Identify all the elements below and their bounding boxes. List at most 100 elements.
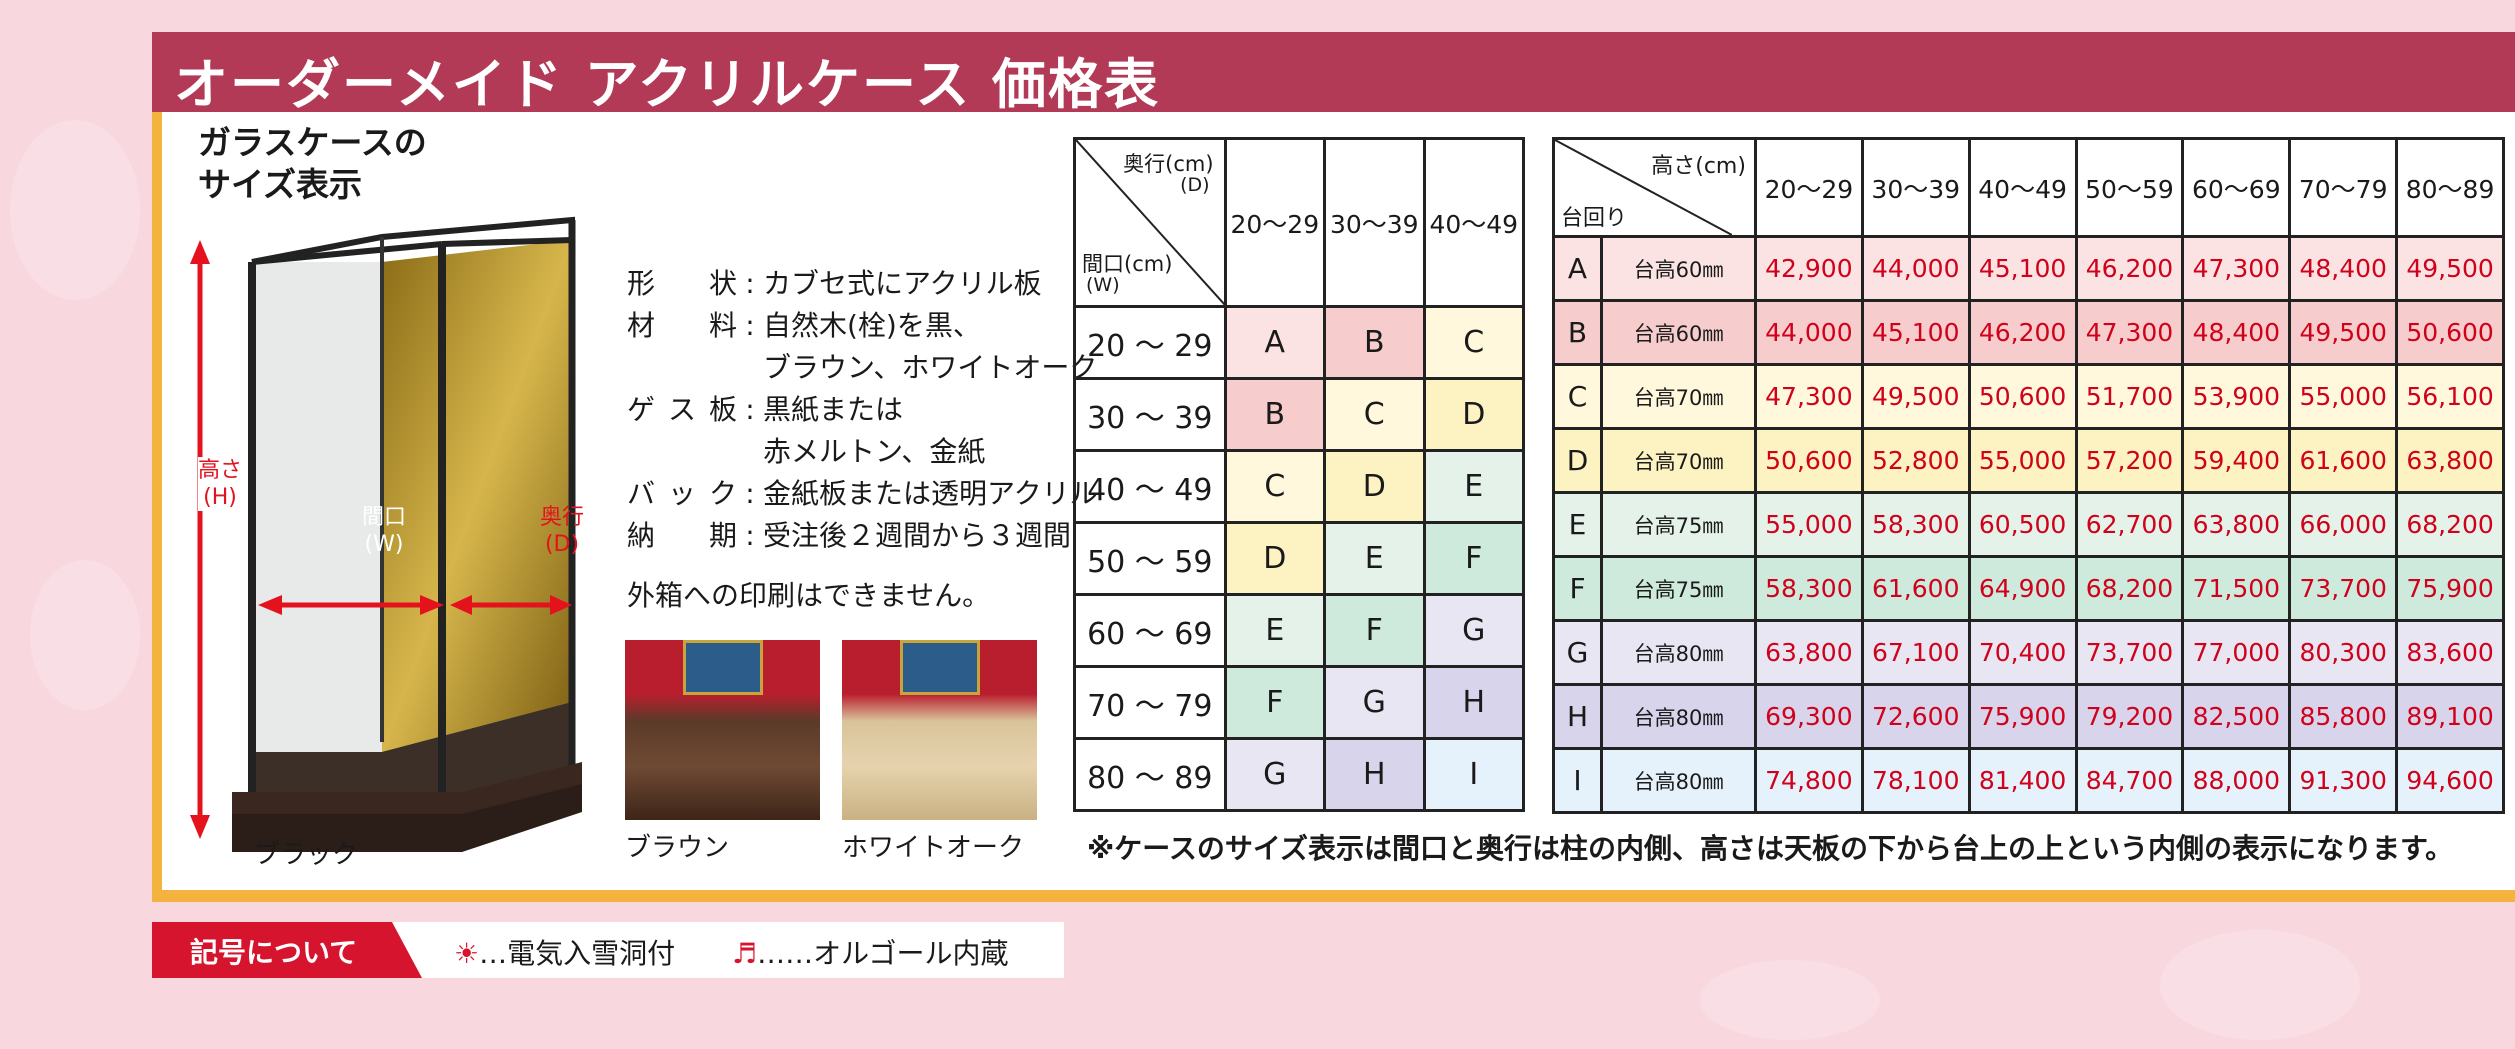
- price-col-header: 70〜79: [2288, 137, 2399, 238]
- size-col-header: 20〜29: [1223, 137, 1327, 308]
- price-cell: 85,800: [2288, 683, 2399, 750]
- white-oak-case-photo: [842, 640, 1037, 820]
- corner-diagonal: [1076, 140, 1225, 305]
- grade-label: F: [1552, 555, 1603, 622]
- price-row: A 台高60㎜ 42,900 44,000 45,100 46,200 47,300 48,4…: [1552, 235, 2505, 302]
- price-cell: 84,700: [2074, 747, 2185, 814]
- grade-cell: C: [1422, 305, 1525, 380]
- legend-tag: 記号について: [152, 922, 422, 978]
- price-cell: 63,800: [2395, 427, 2505, 494]
- price-cell: 55,000: [1753, 491, 1864, 558]
- price-cell: 47,300: [2074, 299, 2185, 366]
- corner-base-label: 台回り: [1561, 206, 1628, 231]
- price-cell: 78,100: [1860, 747, 1971, 814]
- price-table: 高さ(cm) 台回り 20〜29 30〜39 40〜49 50〜59 60〜69…: [1552, 137, 2505, 814]
- base-height: 台高70㎜: [1600, 363, 1757, 430]
- size-table-corner: 奥行(cm) (D) 間口(cm) (W): [1073, 137, 1227, 308]
- price-cell: 51,700: [2074, 363, 2185, 430]
- symbol-legend: 記号について ☀…電気入雪洞付 ♬……オルゴール内蔵: [152, 922, 1064, 978]
- title-banner: オーダーメイド アクリルケース 価格表: [152, 32, 2515, 116]
- size-grade-table: 奥行(cm) (D) 間口(cm) (W) 20〜29 30〜39 40〜49 …: [1073, 137, 1525, 812]
- price-cell: 81,400: [1967, 747, 2078, 814]
- price-col-header: 30〜39: [1860, 137, 1971, 238]
- background-petal: [1700, 960, 1880, 1040]
- price-cell: 75,900: [2395, 555, 2505, 622]
- price-cell: 79,200: [2074, 683, 2185, 750]
- base-height: 台高75㎜: [1600, 555, 1757, 622]
- price-row: G 台高80㎜ 63,800 67,100 70,400 73,700 77,000 80,3…: [1552, 619, 2505, 686]
- grade-cell: F: [1323, 593, 1426, 668]
- base-height: 台高60㎜: [1600, 235, 1757, 302]
- price-col-header: 60〜69: [2181, 137, 2292, 238]
- price-cell: 46,200: [1967, 299, 2078, 366]
- price-cell: 46,200: [2074, 235, 2185, 302]
- brown-case-photo: [625, 640, 820, 820]
- price-cell: 73,700: [2288, 555, 2399, 622]
- price-cell: 77,000: [2181, 619, 2292, 686]
- grade-label: G: [1552, 619, 1603, 686]
- price-cell: 60,500: [1967, 491, 2078, 558]
- price-row: F 台高75㎜ 58,300 61,600 64,900 68,200 71,500 73,7…: [1552, 555, 2505, 622]
- price-cell: 62,700: [2074, 491, 2185, 558]
- grade-cell: E: [1223, 593, 1327, 668]
- price-cell: 70,400: [1967, 619, 2078, 686]
- size-row-label: 60 〜 69: [1073, 593, 1227, 668]
- base-height: 台高80㎜: [1600, 619, 1757, 686]
- price-cell: 57,200: [2074, 427, 2185, 494]
- price-cell: 55,000: [2288, 363, 2399, 430]
- grade-cell: E: [1422, 449, 1525, 524]
- price-cell: 64,900: [1967, 555, 2078, 622]
- grade-cell: B: [1323, 305, 1426, 380]
- price-cell: 44,000: [1860, 235, 1971, 302]
- white-oak-label: ホワイトオーク: [842, 833, 1025, 863]
- price-cell: 55,000: [1967, 427, 2078, 494]
- grade-cell: F: [1223, 665, 1327, 740]
- grade-label: A: [1552, 235, 1603, 302]
- base-height: 台高75㎜: [1600, 491, 1757, 558]
- grade-label: I: [1552, 747, 1603, 814]
- size-row-label: 30 〜 39: [1073, 377, 1227, 452]
- corner-depth-sub: (D): [1180, 174, 1210, 196]
- price-row: C 台高70㎜ 47,300 49,500 50,600 51,700 53,900 55,0…: [1552, 363, 2505, 430]
- price-cell: 66,000: [2288, 491, 2399, 558]
- price-cell: 68,200: [2395, 491, 2505, 558]
- case-heading-line1: ガラスケースの: [198, 123, 427, 162]
- size-row: 50 〜 59 D E F: [1073, 521, 1525, 596]
- corner-width-sub: (W): [1086, 274, 1120, 296]
- width-label: 間口 (W): [362, 505, 407, 557]
- price-cell: 59,400: [2181, 427, 2292, 494]
- size-row: 30 〜 39 B C D: [1073, 377, 1525, 452]
- background-petal: [30, 560, 140, 710]
- price-cell: 61,600: [1860, 555, 1971, 622]
- content-panel: ガラスケースの サイズ表示: [152, 112, 2515, 902]
- price-cell: 63,800: [1753, 619, 1864, 686]
- base-height: 台高60㎜: [1600, 299, 1757, 366]
- size-row-label: 50 〜 59: [1073, 521, 1227, 596]
- price-col-header: 20〜29: [1753, 137, 1864, 238]
- price-cell: 80,300: [2288, 619, 2399, 686]
- price-cell: 53,900: [2181, 363, 2292, 430]
- price-cell: 63,800: [2181, 491, 2292, 558]
- grade-label: D: [1552, 427, 1603, 494]
- price-cell: 71,500: [2181, 555, 2292, 622]
- grade-cell: B: [1223, 377, 1327, 452]
- corner-width-label: 間口(cm): [1082, 252, 1173, 276]
- spec-row: 赤メルトン、金紙: [763, 435, 986, 468]
- price-cell: 49,500: [2395, 235, 2505, 302]
- grade-cell: D: [1323, 449, 1426, 524]
- price-cell: 91,300: [2288, 747, 2399, 814]
- price-cell: 49,500: [1860, 363, 1971, 430]
- grade-cell: H: [1422, 665, 1525, 740]
- price-cell: 58,300: [1860, 491, 1971, 558]
- price-cell: 45,100: [1967, 235, 2078, 302]
- price-cell: 48,400: [2288, 235, 2399, 302]
- legend-text: ……オルゴール内蔵: [757, 937, 1009, 970]
- grade-label: B: [1552, 299, 1603, 366]
- price-cell: 83,600: [2395, 619, 2505, 686]
- price-cell: 56,100: [2395, 363, 2505, 430]
- price-cell: 47,300: [1753, 363, 1864, 430]
- price-cell: 44,000: [1753, 299, 1864, 366]
- grade-cell: A: [1223, 305, 1327, 380]
- price-cell: 45,100: [1860, 299, 1971, 366]
- corner-depth-label: 奥行(cm): [1123, 152, 1214, 176]
